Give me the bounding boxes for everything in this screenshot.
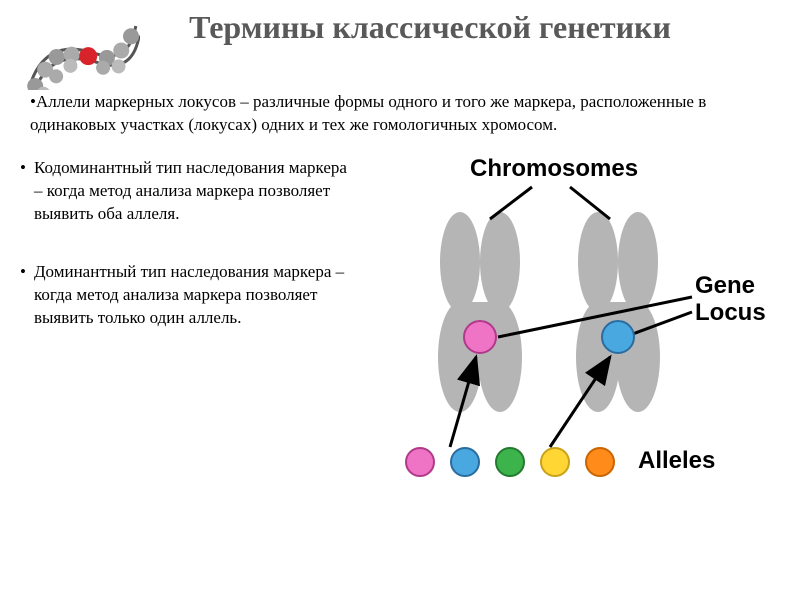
allele-dot-blue bbox=[451, 448, 479, 476]
left-column: • Кодоминантный тип наследования маркера… bbox=[20, 157, 360, 497]
chromosome-diagram: Chromosomes Gene Locus Alleles bbox=[360, 157, 780, 497]
allele-dot-green bbox=[496, 448, 524, 476]
bullet-dominant: • Доминантный тип наследования маркера –… bbox=[20, 261, 350, 330]
bullet-codominant: • Кодоминантный тип наследования маркера… bbox=[20, 157, 350, 226]
label-gene: Gene bbox=[695, 272, 755, 300]
definition-text: •Аллели маркерных локусов – различные фо… bbox=[30, 91, 770, 137]
allele-dot-pink bbox=[406, 448, 434, 476]
label-locus: Locus bbox=[695, 299, 766, 327]
allele-dot-yellow bbox=[541, 448, 569, 476]
allele-dot-orange bbox=[586, 448, 614, 476]
content-area: • Кодоминантный тип наследования маркера… bbox=[20, 157, 780, 497]
label-chromosomes: Chromosomes bbox=[470, 155, 638, 183]
right-column: Chromosomes Gene Locus Alleles bbox=[360, 157, 780, 497]
label-alleles: Alleles bbox=[638, 447, 715, 475]
chromosome-pointer-left bbox=[490, 187, 532, 219]
chromosome-left bbox=[438, 212, 522, 412]
locus-dot-blue bbox=[602, 321, 634, 353]
page-title: Термины классической генетики bbox=[100, 0, 760, 46]
dna-helix-icon bbox=[0, 0, 140, 90]
locus-dot-pink bbox=[464, 321, 496, 353]
chromosome-pointer-right bbox=[570, 187, 610, 219]
